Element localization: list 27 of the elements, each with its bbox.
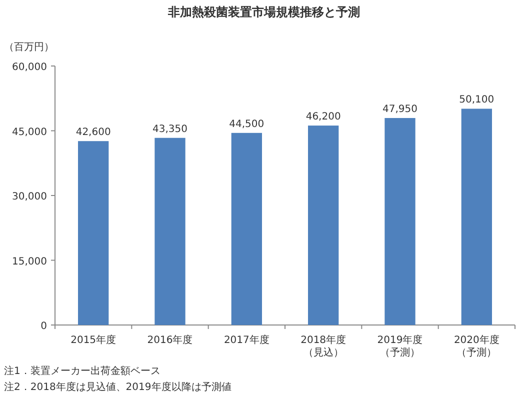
x-tick-label: 2016年度 <box>147 334 193 346</box>
data-label: 43,350 <box>152 124 188 135</box>
y-tick-label: 0 <box>40 321 47 332</box>
x-tick-label: 2015年度 <box>70 334 116 346</box>
data-label: 47,950 <box>382 104 418 116</box>
x-tick-label: 2020年度（予測） <box>454 334 500 358</box>
bar <box>154 138 186 325</box>
x-tick-label: 2018年度（見込） <box>300 334 346 358</box>
data-label: 42,600 <box>76 127 111 138</box>
y-axis-title: （百万円） <box>4 42 54 53</box>
y-tick-label: 60,000 <box>12 62 47 73</box>
bar <box>384 118 416 325</box>
bar <box>78 141 109 325</box>
y-tick-label: 15,000 <box>12 256 47 268</box>
data-label: 46,200 <box>306 112 341 123</box>
chart-title: 非加熱殺菌装置市場規模推移と予測 <box>167 5 360 19</box>
data-label: 44,500 <box>229 118 264 130</box>
bar <box>308 126 339 325</box>
y-tick-label: 45,000 <box>12 126 47 138</box>
data-label: 50,100 <box>459 94 494 106</box>
y-tick-label: 30,000 <box>12 192 47 202</box>
x-tick-label: 2017年度 <box>224 334 270 346</box>
bar <box>231 132 262 325</box>
bar <box>461 108 492 325</box>
x-tick-label: 2019年度（予測） <box>377 334 423 358</box>
text: 注2．2018年度は見込値、2019年度以降は予測値 <box>4 381 232 393</box>
text: 注1．装置メーカー出荷金額ベース <box>4 365 160 377</box>
